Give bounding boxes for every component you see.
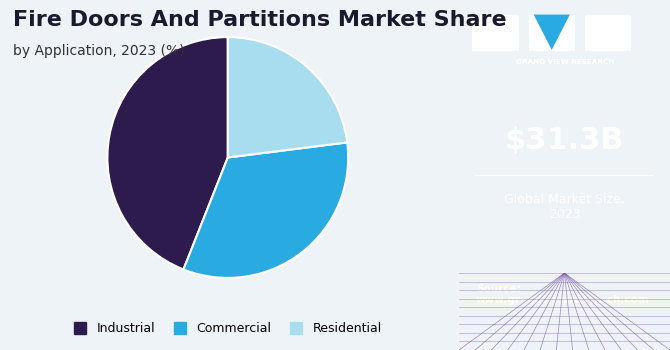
Legend: Industrial, Commercial, Residential: Industrial, Commercial, Residential [69,317,387,340]
Polygon shape [533,15,570,50]
FancyBboxPatch shape [472,15,519,51]
Wedge shape [228,37,347,158]
Text: by Application, 2023 (%): by Application, 2023 (%) [13,44,185,58]
Wedge shape [184,142,348,278]
Text: $31.3B: $31.3B [505,126,624,154]
Wedge shape [107,37,228,270]
Text: Fire Doors And Partitions Market Share: Fire Doors And Partitions Market Share [13,10,507,30]
Text: Source:
www.grandviewresearch.com: Source: www.grandviewresearch.com [476,284,650,305]
FancyBboxPatch shape [585,15,631,51]
FancyBboxPatch shape [529,15,575,51]
Text: Global Market Size,
2023: Global Market Size, 2023 [504,193,625,220]
Text: GRAND VIEW RESEARCH: GRAND VIEW RESEARCH [516,60,614,65]
